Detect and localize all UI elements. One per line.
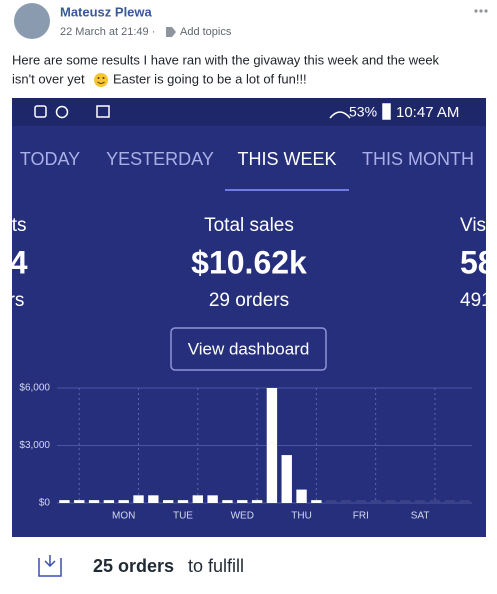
y-tick-label: $0 [39, 498, 51, 509]
bar [326, 500, 337, 503]
metric-sub: ors [0, 290, 24, 311]
bar [296, 489, 307, 503]
tab[interactable]: TODAY [20, 149, 80, 169]
bar [103, 500, 115, 503]
bar [148, 495, 159, 503]
metric-value: 58 [460, 244, 496, 280]
inbox-icon [38, 555, 62, 577]
bar [340, 500, 352, 503]
bar [444, 500, 455, 503]
bar [251, 500, 263, 503]
bar [459, 500, 470, 503]
tag-icon [166, 27, 176, 37]
button-label[interactable]: View dashboard [188, 339, 310, 358]
bar [237, 500, 248, 503]
fulfill-card[interactable] [12, 537, 486, 589]
tab[interactable]: YESTERDAY [106, 149, 214, 169]
bar [281, 455, 292, 503]
post-text: Here are some results I have ran with th… [12, 52, 440, 67]
bar [59, 500, 70, 503]
tab-indicator [225, 189, 349, 191]
phone-bg [12, 98, 486, 589]
bar [400, 500, 411, 503]
bar [266, 388, 278, 503]
clock: 10:47 AM [396, 104, 459, 121]
x-tick-label: THU [291, 511, 312, 522]
x-tick-label: TUE [173, 511, 193, 522]
tab[interactable]: THIS WEEK [237, 149, 336, 169]
bar [311, 500, 322, 503]
y-tick-label: $6,000 [19, 383, 50, 394]
bar [177, 500, 189, 503]
status-icons [34, 103, 391, 120]
metric-sub: 491 [460, 290, 492, 311]
more-menu[interactable] [474, 9, 488, 13]
metric-value: 54 [0, 244, 28, 280]
bar [385, 500, 396, 503]
bar [192, 495, 203, 503]
bar [74, 500, 85, 503]
x-tick-label: WED [231, 511, 254, 522]
x-tick-label: SAT [411, 511, 430, 522]
x-tick-label: FRI [353, 511, 369, 522]
metric-label: Vis [460, 215, 486, 236]
metric-label: sits [0, 215, 27, 236]
bar [88, 500, 100, 503]
fulfill-count: 25 orders [93, 556, 174, 576]
status-bar [12, 98, 486, 126]
metric-value: $10.62k [191, 244, 307, 280]
bar [355, 500, 367, 503]
bar [414, 500, 426, 503]
chart: $0 $3,000 $6,000 MON TUE WED THU FRI SAT [19, 383, 472, 522]
screenshot: 53% 10:47 AM TODAY YESTERDAY THIS WEEK THIS… [0, 98, 496, 589]
bar [429, 500, 441, 503]
metric-sub: 29 orders [209, 290, 289, 311]
bar [370, 500, 381, 503]
bar [133, 495, 144, 503]
bar [207, 495, 218, 503]
fulfill-text: to fulfill [188, 556, 244, 576]
x-tick-label: MON [112, 511, 135, 522]
dashboard-button[interactable] [170, 327, 327, 371]
avatar[interactable] [14, 3, 50, 39]
author[interactable]: Mateusz Plewa [60, 4, 153, 19]
bar [222, 500, 233, 503]
battery: 53% [349, 104, 377, 120]
metric-label: Total sales [204, 215, 294, 236]
timestamp[interactable]: 22 March at 21:49 · [60, 26, 155, 38]
emoji [94, 73, 108, 87]
tab[interactable]: THIS MONTH [362, 149, 474, 169]
bar [118, 500, 129, 503]
post-text: isn't over yet [12, 71, 85, 86]
add-topics[interactable]: Add topics [180, 26, 232, 38]
y-tick-label: $3,000 [19, 440, 50, 451]
post-text: Easter is going to be a lot of fun!!! [113, 71, 307, 86]
bar [162, 500, 174, 503]
